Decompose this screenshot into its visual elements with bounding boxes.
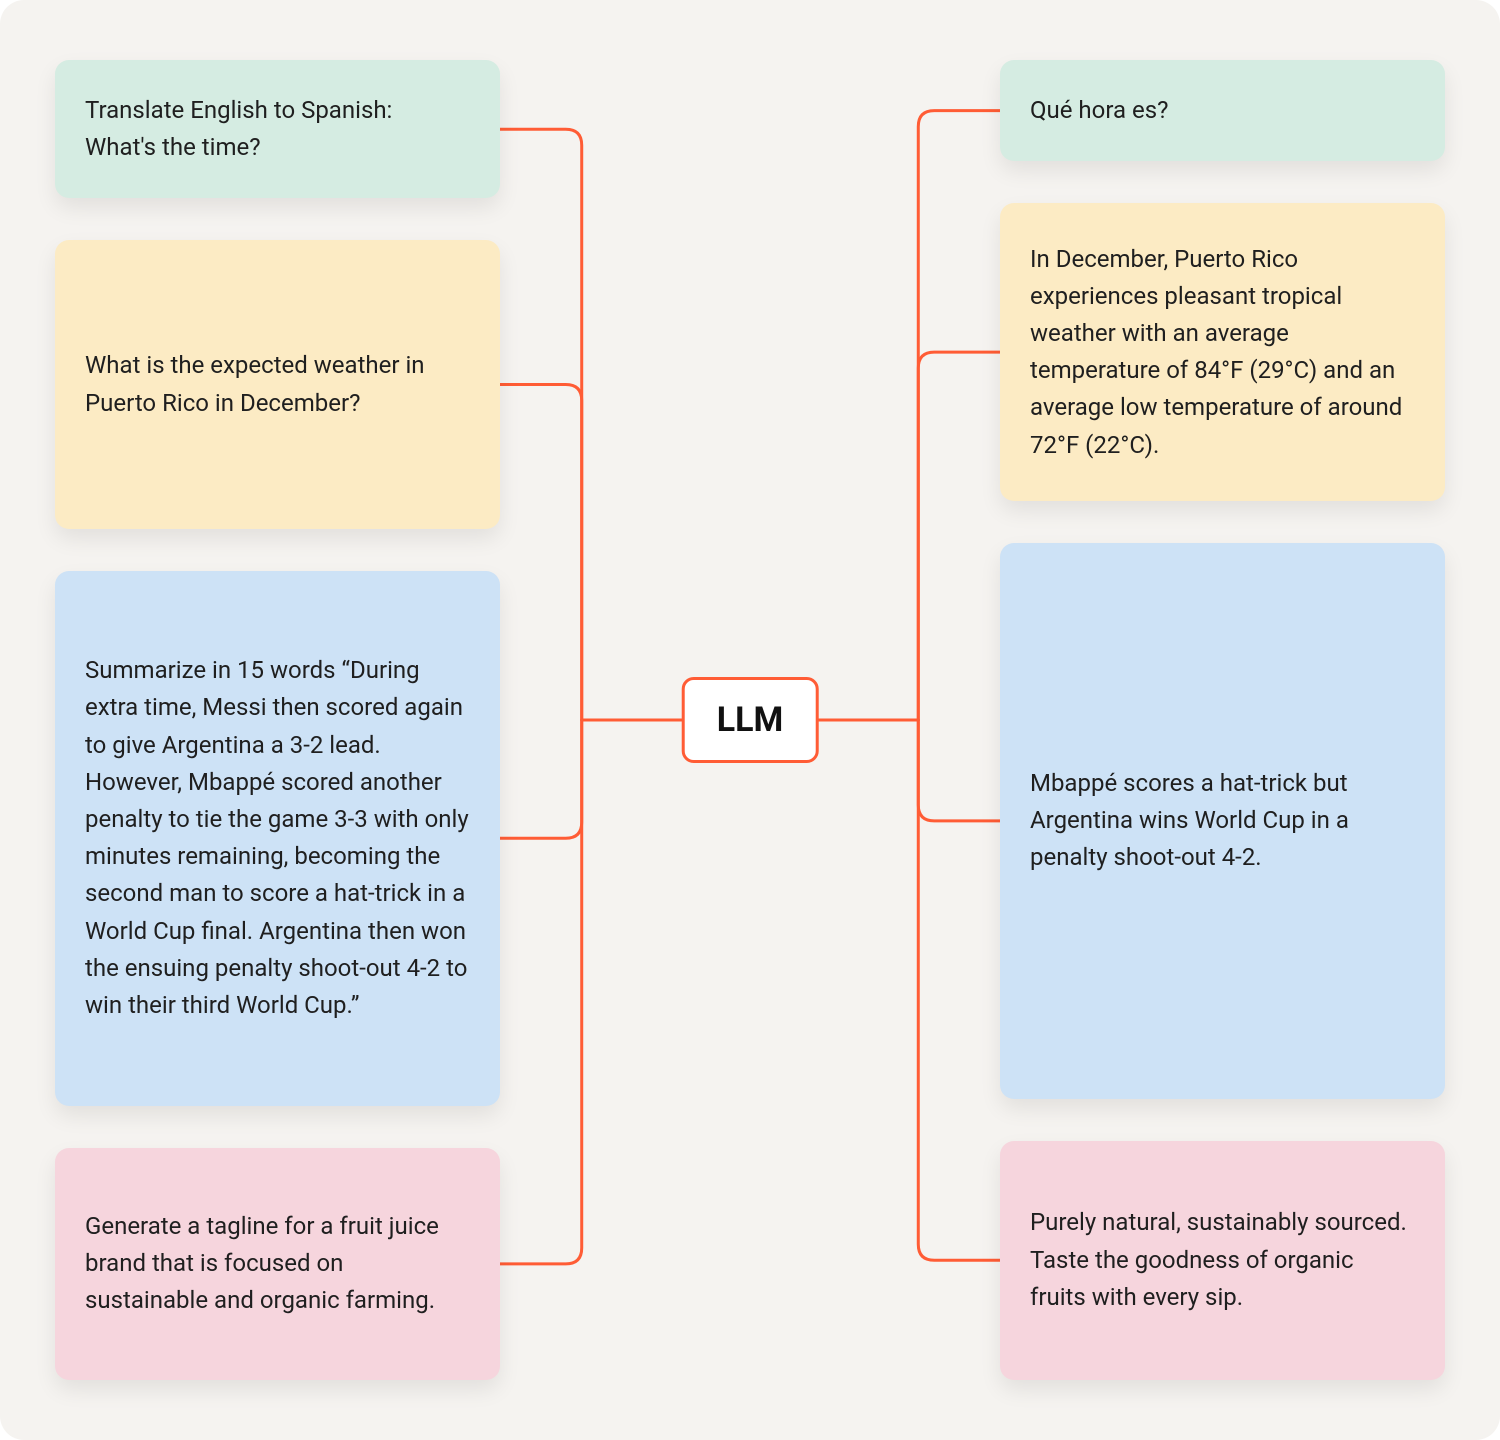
outputs-column: Qué hora es? In December, Puerto Rico exp… [1000,60,1445,1380]
llm-label: LLM [717,700,784,740]
right-card-2-text: Mbappé scores a hat-trick but Argentina … [1030,765,1415,877]
left-card-2: Summarize in 15 words “During extra time… [55,571,500,1106]
right-card-3: Purely natural, sustainably sourced. Tas… [1000,1141,1445,1380]
llm-node: LLM [682,677,819,763]
right-card-1-text: In December, Puerto Rico experiences ple… [1030,241,1415,464]
left-card-2-text: Summarize in 15 words “During extra time… [85,652,470,1024]
right-card-1: In December, Puerto Rico experiences ple… [1000,203,1445,501]
left-card-3: Generate a tagline for a fruit juice bra… [55,1148,500,1380]
diagram-frame: Translate English to Spanish: What's the… [0,0,1500,1440]
left-card-3-text: Generate a tagline for a fruit juice bra… [85,1208,470,1320]
inputs-column: Translate English to Spanish: What's the… [55,60,500,1380]
right-card-3-text: Purely natural, sustainably sourced. Tas… [1030,1204,1415,1316]
left-card-0: Translate English to Spanish: What's the… [55,60,500,198]
right-card-0: Qué hora es? [1000,60,1445,161]
right-card-2: Mbappé scores a hat-trick but Argentina … [1000,543,1445,1098]
left-card-0-text: Translate English to Spanish: What's the… [85,92,392,166]
left-card-1: What is the expected weather in Puerto R… [55,240,500,528]
right-card-0-text: Qué hora es? [1030,92,1168,129]
left-card-1-text: What is the expected weather in Puerto R… [85,347,470,421]
